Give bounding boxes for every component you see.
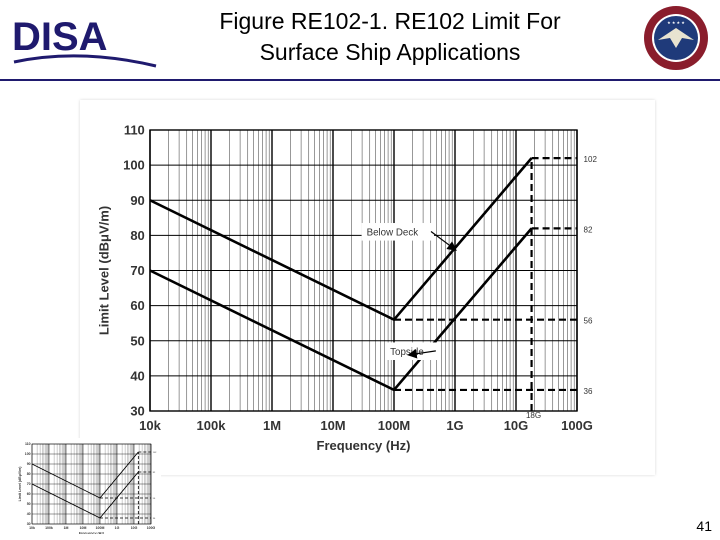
y-tick-label: 50 [27, 502, 31, 506]
chart-frame: 10k 100k 1M 10M 100M 1G 10G 100G 30 40 50 60 70 80 90 1… [80, 100, 655, 475]
page-number: 41 [696, 518, 712, 534]
y-tick-label: 50 [130, 333, 144, 348]
y-tick-label: 100 [25, 452, 31, 456]
y-tick-label: 70 [27, 482, 31, 486]
y-tick-label: 40 [27, 512, 31, 516]
level-label: 82 [584, 225, 593, 234]
y-axis-label: Limit Level (dBμV/m) [18, 467, 22, 502]
series-line-below-deck [149, 157, 533, 322]
y-axis-label: Limit Level (dBμV/m) [96, 206, 111, 335]
y-tick-label: 30 [27, 522, 31, 526]
y-tick-label: 90 [27, 462, 31, 466]
agency-seal-icon: ★ ★ ★ ★ [644, 6, 708, 70]
chart-thumbnail: 10k 100k 1M 10M 100M 1G 10G 100G 30 40 50 60 70 80 90 1… [6, 438, 161, 536]
y-tick-label: 110 [25, 442, 31, 446]
x-axis-label: Frequency (Hz) [79, 532, 104, 535]
level-label: 36 [584, 387, 593, 396]
disa-logo-text: DISA [12, 15, 108, 59]
slide-title-line-1: Figure RE102-1. RE102 Limit For [219, 8, 561, 34]
y-tick-label: 30 [130, 404, 144, 419]
series-line-topside [149, 227, 533, 392]
x-tick-label: 100k [197, 418, 227, 433]
re102-limit-chart: 10k 100k 1M 10M 100M 1G 10G 100G 30 40 50 60 70 80 90 1… [96, 123, 598, 453]
y-tick-label: 60 [130, 298, 144, 313]
svg-text:★ ★ ★ ★: ★ ★ ★ ★ [667, 20, 685, 25]
series-line-topside [31, 471, 139, 519]
level-label: 36 [153, 518, 156, 520]
y-tick-label: 90 [130, 193, 144, 208]
x-tick-label: 1M [263, 418, 281, 433]
y-tick-label: 40 [130, 368, 144, 383]
y-tick-label: 110 [124, 123, 145, 138]
x-axis-label: Frequency (Hz) [317, 438, 411, 453]
y-tick-label: 70 [130, 263, 144, 278]
y-tick-label: 80 [130, 228, 144, 243]
annotation-arrow [407, 348, 436, 359]
x-tick-label: 100M [96, 526, 105, 530]
annotation-label: Below Deck [367, 227, 419, 238]
x-tick-label: 100G [147, 526, 156, 530]
y-tick-label: 60 [27, 492, 31, 496]
marker-18g-label: 18G [526, 411, 541, 420]
x-tick-label: 1M [64, 526, 69, 530]
level-label: 56 [584, 317, 593, 326]
annotation-background [361, 223, 434, 241]
annotation-label: Topside [390, 347, 424, 358]
slide-title: Figure RE102-1. RE102 Limit For Surface … [160, 6, 620, 68]
x-tick-label: 100M [378, 418, 411, 433]
x-tick-label: 100k [45, 526, 53, 530]
x-tick-label: 1G [446, 418, 463, 433]
x-tick-label: 10G [131, 526, 138, 530]
x-tick-label: 1G [115, 526, 120, 530]
level-label: 102 [153, 452, 157, 454]
x-tick-label: 10M [80, 526, 87, 530]
x-tick-label: 100G [561, 418, 593, 433]
annotation-arrow [430, 230, 457, 251]
level-label: 56 [153, 498, 156, 500]
x-tick-label: 10M [320, 418, 345, 433]
x-tick-label: 10k [139, 418, 161, 433]
chart-thumbnail-graphic: 10k 100k 1M 10M 100M 1G 10G 100G 30 40 50 60 70 80 90 1… [18, 442, 157, 535]
y-tick-label: 80 [27, 472, 31, 476]
y-tick-label: 100 [123, 158, 145, 173]
slide-title-line-2: Surface Ship Applications [259, 39, 521, 65]
x-tick-label: 10G [504, 418, 529, 433]
series-line-below-deck [31, 451, 139, 499]
level-label: 102 [584, 155, 598, 164]
header-rule [0, 79, 720, 81]
x-tick-label: 10k [29, 526, 35, 530]
level-label: 82 [153, 472, 156, 474]
slide-header: DISA Figure RE102-1. RE102 Limit For Sur… [0, 0, 720, 81]
disa-logo: DISA [12, 15, 157, 68]
